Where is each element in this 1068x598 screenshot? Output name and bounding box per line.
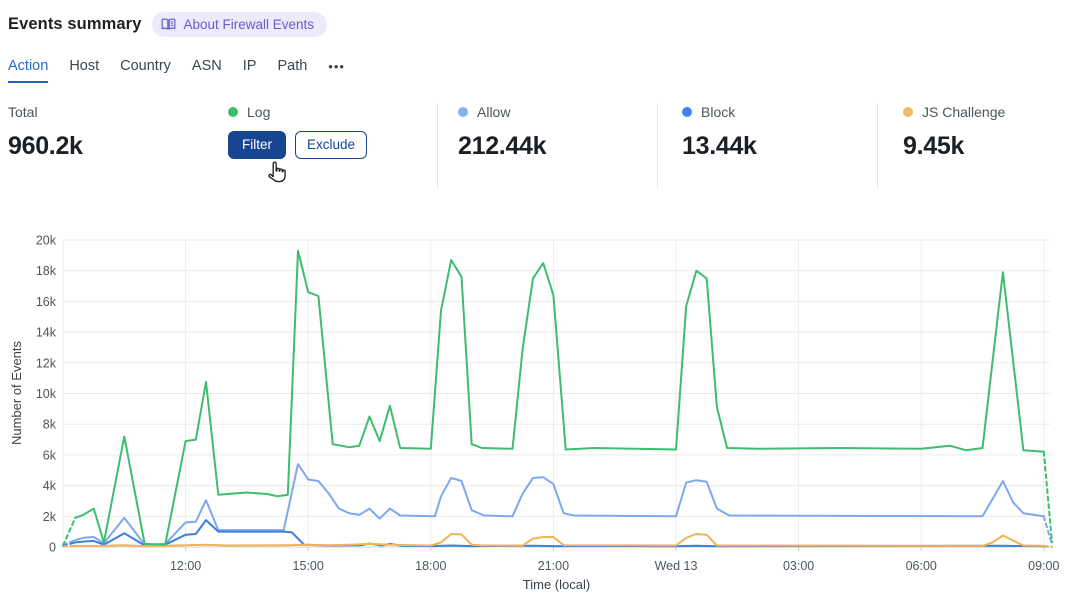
stat-card-js-challenge[interactable]: JS Challenge 9.45k bbox=[903, 103, 1005, 161]
tab-ip[interactable]: IP bbox=[242, 58, 257, 74]
x-tick-label: 12:00 bbox=[170, 559, 201, 573]
y-tick-label: 16k bbox=[36, 295, 57, 309]
header: Events summary About Firewall Events bbox=[8, 12, 328, 37]
stat-label-total: Total bbox=[8, 104, 38, 120]
stat-card-block[interactable]: Block 13.44k bbox=[682, 103, 757, 161]
series-log-lead-dash bbox=[62, 516, 77, 547]
open-book-icon bbox=[161, 18, 176, 31]
x-tick-label: 21:00 bbox=[538, 559, 569, 573]
stat-label-js-challenge: JS Challenge bbox=[922, 104, 1006, 120]
x-tick-label: 18:00 bbox=[415, 559, 446, 573]
y-axis-title: Number of Events bbox=[9, 340, 24, 445]
series-log-line bbox=[74, 249, 1045, 546]
series-log-tail-dash bbox=[1042, 450, 1053, 544]
stat-value-allow: 212.44k bbox=[458, 132, 547, 160]
y-tick-label: 10k bbox=[36, 387, 57, 401]
stat-value-js-challenge: 9.45k bbox=[903, 132, 965, 160]
x-tick-label: 15:00 bbox=[293, 559, 324, 573]
tab-country[interactable]: Country bbox=[120, 58, 171, 74]
stat-card-log[interactable]: Log Filter Exclude bbox=[228, 103, 368, 159]
more-tabs-ellipsis-icon[interactable]: ••• bbox=[328, 59, 345, 74]
x-tick-label: 06:00 bbox=[906, 559, 937, 573]
y-tick-label: 8k bbox=[43, 418, 57, 432]
stat-divider bbox=[657, 103, 658, 188]
stat-label-log: Log bbox=[247, 104, 271, 120]
tab-host[interactable]: Host bbox=[69, 58, 100, 74]
js-challenge-series-dot bbox=[903, 107, 913, 117]
y-tick-label: 14k bbox=[36, 326, 57, 340]
stat-label-allow: Allow bbox=[477, 104, 511, 120]
stat-label-block: Block bbox=[701, 104, 736, 120]
y-tick-label: 2k bbox=[43, 510, 57, 524]
about-firewall-events-badge[interactable]: About Firewall Events bbox=[152, 12, 328, 37]
about-badge-label: About Firewall Events bbox=[183, 17, 315, 32]
stat-card-allow[interactable]: Allow 212.44k bbox=[458, 103, 547, 161]
series-js_challenge-line bbox=[74, 533, 1045, 548]
allow-series-dot bbox=[458, 107, 468, 117]
series-allow-tail-dash bbox=[1042, 515, 1053, 546]
x-axis-title: Time (local) bbox=[523, 577, 590, 592]
y-tick-label: 20k bbox=[36, 234, 57, 248]
stat-value-block: 13.44k bbox=[682, 132, 757, 160]
log-series-dot bbox=[228, 107, 238, 117]
tab-asn[interactable]: ASN bbox=[191, 58, 222, 74]
stat-card-total[interactable]: Total 960.2k bbox=[8, 103, 83, 161]
dimension-tabs: Action Host Country ASN IP Path ••• bbox=[8, 58, 345, 83]
page-title: Events summary bbox=[8, 15, 142, 33]
exclude-button[interactable]: Exclude bbox=[295, 131, 368, 159]
y-tick-label: 4k bbox=[43, 479, 57, 493]
tab-action[interactable]: Action bbox=[8, 58, 49, 83]
stat-divider bbox=[877, 103, 878, 188]
stat-divider bbox=[437, 103, 438, 188]
y-tick-label: 0 bbox=[49, 541, 56, 555]
filter-button[interactable]: Filter bbox=[228, 131, 286, 159]
series-allow-line bbox=[74, 463, 1045, 546]
tab-path[interactable]: Path bbox=[277, 58, 308, 74]
x-tick-label: 03:00 bbox=[783, 559, 814, 573]
series-js_challenge-tail-dash bbox=[1042, 544, 1053, 548]
stat-value-total: 960.2k bbox=[8, 132, 83, 160]
x-tick-label: 09:00 bbox=[1028, 559, 1059, 573]
y-tick-label: 6k bbox=[43, 448, 57, 462]
x-tick-label: Wed 13 bbox=[655, 559, 698, 573]
block-series-dot bbox=[682, 107, 692, 117]
y-tick-label: 18k bbox=[36, 264, 57, 278]
y-tick-label: 12k bbox=[36, 356, 57, 370]
series-allow-lead-dash bbox=[62, 539, 77, 546]
